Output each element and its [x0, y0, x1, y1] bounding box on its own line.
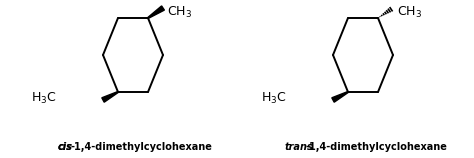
Polygon shape: [148, 6, 164, 18]
Polygon shape: [102, 91, 118, 102]
Text: -1,4-dimethylcyclohexane: -1,4-dimethylcyclohexane: [71, 142, 212, 152]
Text: CH$_3$: CH$_3$: [167, 4, 192, 20]
Text: CH$_3$: CH$_3$: [397, 4, 422, 20]
Text: trans: trans: [285, 142, 314, 152]
Text: cis: cis: [58, 142, 73, 152]
Text: -1,4-dimethylcyclohexane: -1,4-dimethylcyclohexane: [306, 142, 448, 152]
Text: cis: cis: [58, 142, 73, 152]
Text: H$_3$C: H$_3$C: [31, 90, 57, 106]
Polygon shape: [332, 91, 348, 102]
Text: H$_3$C: H$_3$C: [262, 90, 287, 106]
